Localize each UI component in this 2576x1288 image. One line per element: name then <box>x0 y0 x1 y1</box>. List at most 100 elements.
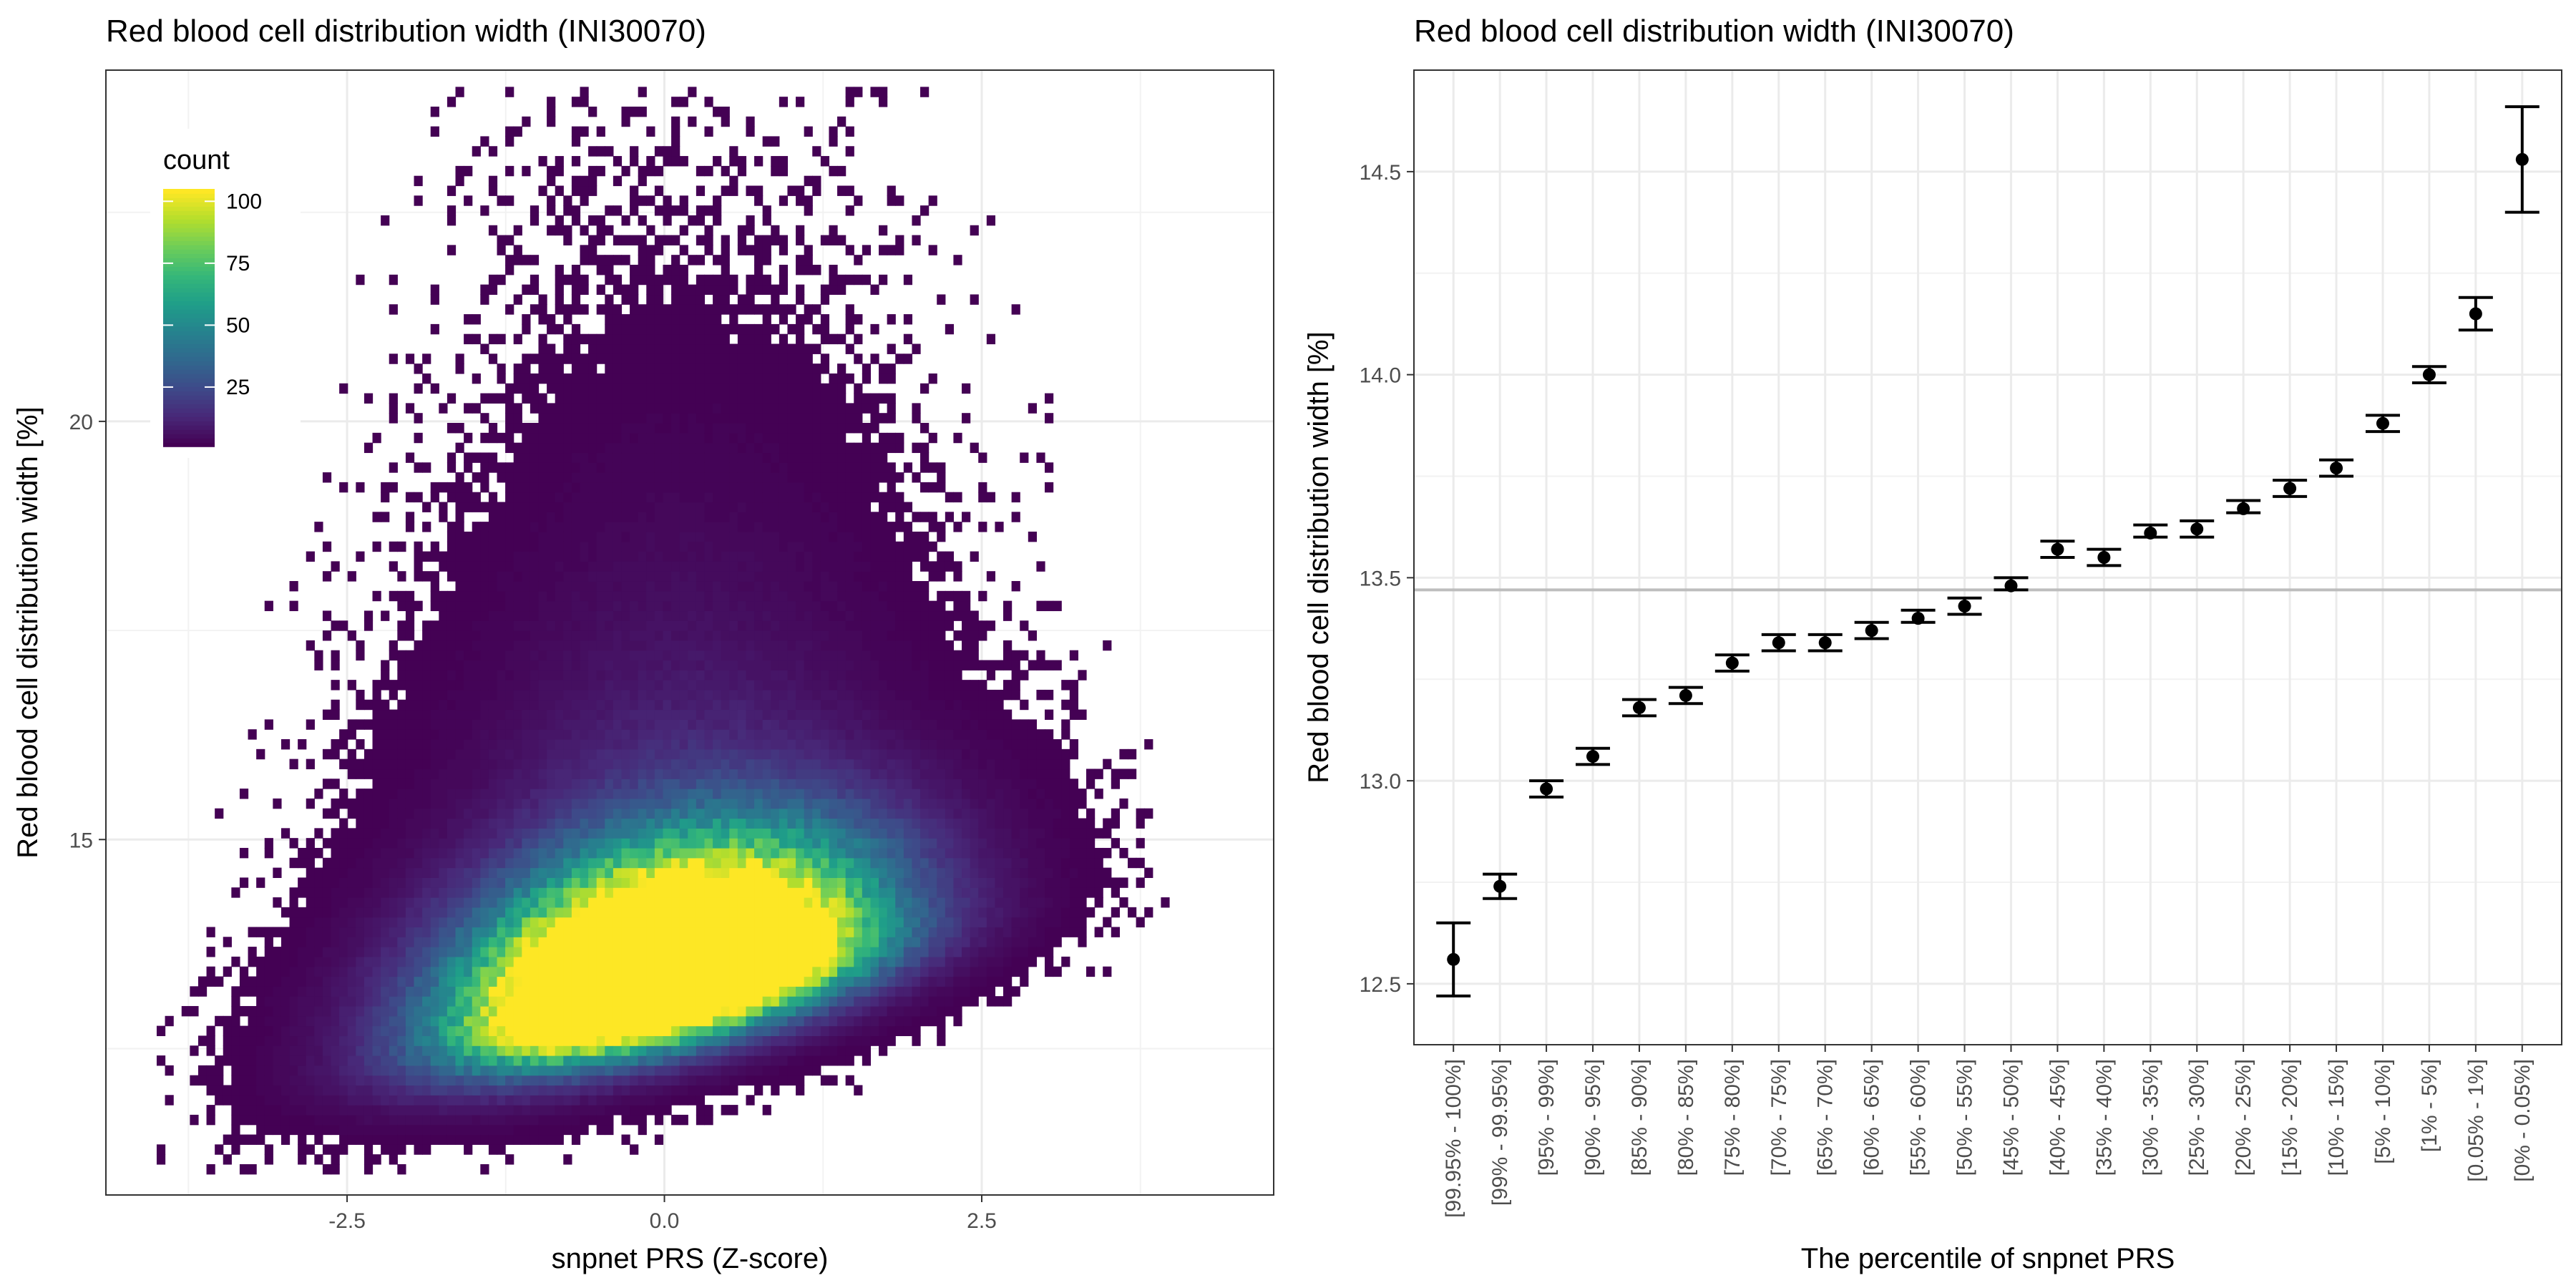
heatmap-bin <box>364 907 374 918</box>
heatmap-bin <box>414 1124 423 1136</box>
heatmap-bin <box>721 937 730 947</box>
heatmap-bin <box>314 966 323 977</box>
heatmap-bin <box>331 1045 340 1056</box>
heatmap-bin <box>787 719 796 730</box>
heatmap-bin <box>737 1045 747 1056</box>
heatmap-bin <box>721 522 730 532</box>
heatmap-bin <box>630 333 639 345</box>
heatmap-bin <box>264 600 273 612</box>
heatmap-bin <box>197 1065 208 1076</box>
heatmap-bin <box>430 1134 439 1145</box>
heatmap-bin <box>555 610 564 621</box>
heatmap-bin <box>679 1095 688 1106</box>
heatmap-bin <box>397 630 406 641</box>
heatmap-bin <box>505 492 514 503</box>
heatmap-bin <box>762 551 771 562</box>
heatmap-bin <box>804 680 813 691</box>
heatmap-bin <box>605 522 614 532</box>
heatmap-bin <box>422 976 431 987</box>
heatmap-bin <box>530 442 540 454</box>
heatmap-bin <box>256 1015 265 1027</box>
heatmap-bin <box>796 769 805 779</box>
heatmap-bin <box>339 1035 348 1046</box>
heatmap-bin <box>364 1144 374 1155</box>
heatmap-bin <box>721 383 730 394</box>
heatmap-bin <box>580 442 589 454</box>
heatmap-bin <box>206 927 215 937</box>
heatmap-bin <box>547 739 556 750</box>
heatmap-bin <box>530 828 540 839</box>
heatmap-bin <box>679 689 688 701</box>
heatmap-bin <box>804 462 813 473</box>
heatmap-bin <box>547 314 556 325</box>
heatmap-bin <box>298 1154 307 1165</box>
heatmap-bin <box>771 502 780 512</box>
heatmap-bin <box>596 1045 605 1056</box>
heatmap-bin <box>796 996 805 1007</box>
heatmap-bin <box>547 522 556 532</box>
heatmap-bin <box>414 986 423 997</box>
heatmap-bin <box>414 976 423 987</box>
heatmap-bin <box>679 581 688 592</box>
heatmap-bin <box>480 452 489 463</box>
heatmap-bin <box>729 748 738 760</box>
heatmap-bin <box>430 1015 439 1027</box>
heatmap-bin <box>289 1075 298 1086</box>
heatmap-bin <box>314 937 323 947</box>
heatmap-bin <box>538 699 547 711</box>
heatmap-bin <box>389 947 398 957</box>
heatmap-bin <box>472 472 481 483</box>
heatmap-bin <box>480 561 489 572</box>
heatmap-bin <box>679 1005 688 1017</box>
heatmap-bin <box>588 255 597 265</box>
heatmap-bin <box>729 314 738 325</box>
heatmap-bin <box>488 1095 498 1106</box>
heatmap-bin <box>513 1035 522 1046</box>
heatmap-bin <box>331 857 340 869</box>
heatmap-bin <box>372 897 381 908</box>
heatmap-bin <box>729 185 738 196</box>
heatmap-bin <box>696 1025 706 1037</box>
heatmap-bin <box>704 956 713 967</box>
heatmap-bin <box>206 966 215 977</box>
heatmap-bin <box>704 680 713 691</box>
heatmap-bin <box>779 1005 789 1017</box>
heatmap-bin <box>746 610 755 621</box>
heatmap-bin <box>497 541 506 552</box>
heatmap-bin <box>704 877 713 888</box>
heatmap-bin <box>322 947 332 957</box>
heatmap-bin <box>314 887 323 898</box>
heatmap-bin <box>613 847 623 859</box>
heatmap-bin <box>754 838 763 849</box>
heatmap-bin <box>563 1055 572 1066</box>
heatmap-bin <box>447 1095 457 1106</box>
heatmap-bin <box>439 561 448 572</box>
heatmap-bin <box>762 808 771 819</box>
heatmap-bin <box>671 472 680 483</box>
heatmap-bin <box>472 502 481 512</box>
heatmap-bin <box>422 699 431 711</box>
heatmap-bin <box>190 1045 199 1056</box>
heatmap-bin <box>721 551 730 562</box>
heatmap-bin <box>555 1005 564 1017</box>
heatmap-bin <box>671 333 680 345</box>
heatmap-bin <box>729 323 738 335</box>
heatmap-bin <box>555 1105 564 1116</box>
heatmap-bin <box>737 1035 747 1046</box>
heatmap-bin <box>264 1085 273 1096</box>
heatmap-bin <box>538 472 547 483</box>
heatmap-bin <box>513 413 522 424</box>
heatmap-bin <box>480 847 489 859</box>
heatmap-bin <box>430 482 439 493</box>
heatmap-bin <box>547 610 556 621</box>
heatmap-bin <box>654 758 664 770</box>
heatmap-bin <box>364 947 374 957</box>
heatmap-bin <box>356 1134 365 1145</box>
heatmap-bin <box>588 245 597 255</box>
heatmap-bin <box>331 699 340 711</box>
heatmap-bin <box>439 748 448 760</box>
heatmap-bin <box>322 838 332 849</box>
heatmap-bin <box>314 1105 323 1116</box>
heatmap-bin <box>654 907 664 918</box>
heatmap-bin <box>405 1065 415 1076</box>
